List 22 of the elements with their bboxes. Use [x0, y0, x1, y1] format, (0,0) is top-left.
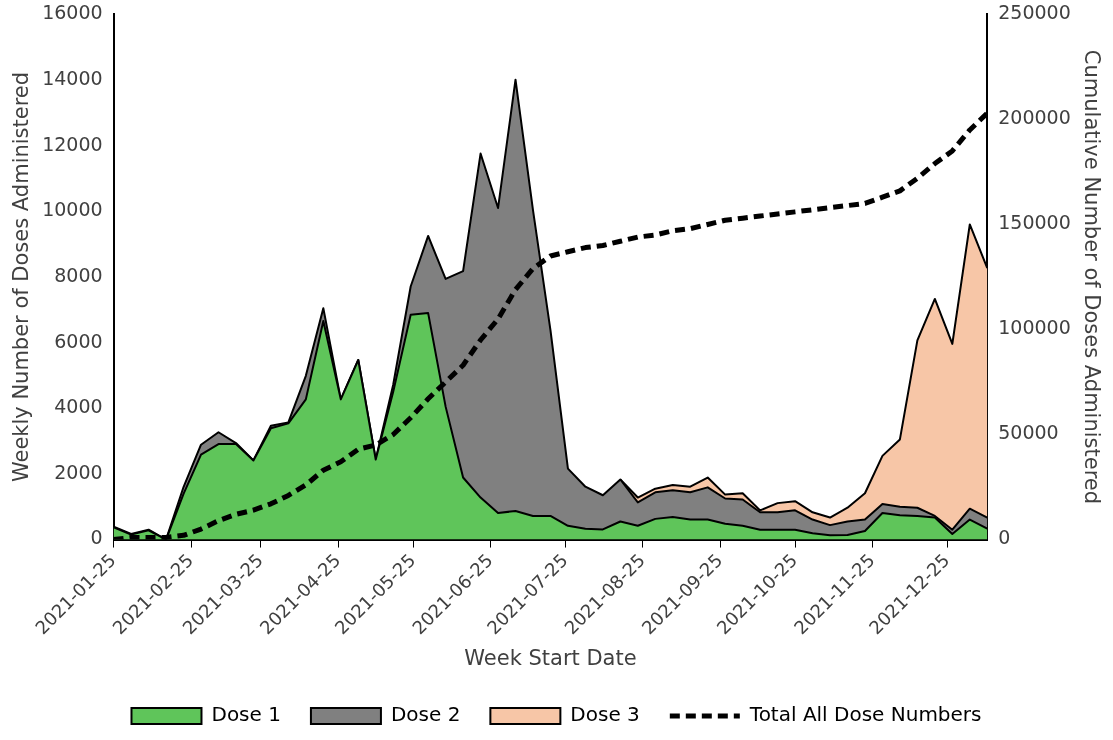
y2-tick-label: 150000	[998, 211, 1071, 234]
y-tick-label: 8000	[54, 263, 103, 286]
legend-label: Dose 3	[570, 702, 640, 727]
x-axis-title: Week Start Date	[464, 645, 637, 670]
y-tick-label: 12000	[42, 132, 103, 155]
y-tick-label: 2000	[54, 460, 103, 483]
y2-tick-label: 200000	[998, 106, 1071, 129]
legend-label: Dose 1	[211, 702, 281, 727]
y2-tick-label: 0	[998, 526, 1011, 549]
legend-label: Total All Dose Numbers	[748, 702, 982, 727]
y-tick-label: 16000	[42, 1, 103, 24]
y2-tick-label: 250000	[998, 1, 1071, 24]
legend-label: Dose 2	[390, 702, 461, 727]
y-axis-title: Weekly Number of Doses Administered	[9, 71, 34, 483]
y-tick-label: 4000	[54, 395, 103, 418]
y2-tick-label: 50000	[998, 421, 1059, 444]
y2-tick-label: 100000	[998, 316, 1071, 339]
y-tick-label: 10000	[42, 198, 103, 221]
y2-axis-title: Cumulative Number of Doses Administered	[1079, 49, 1104, 505]
y-tick-label: 6000	[54, 329, 103, 352]
y-tick-label: 14000	[42, 66, 103, 89]
y-tick-label: 0	[90, 526, 103, 549]
